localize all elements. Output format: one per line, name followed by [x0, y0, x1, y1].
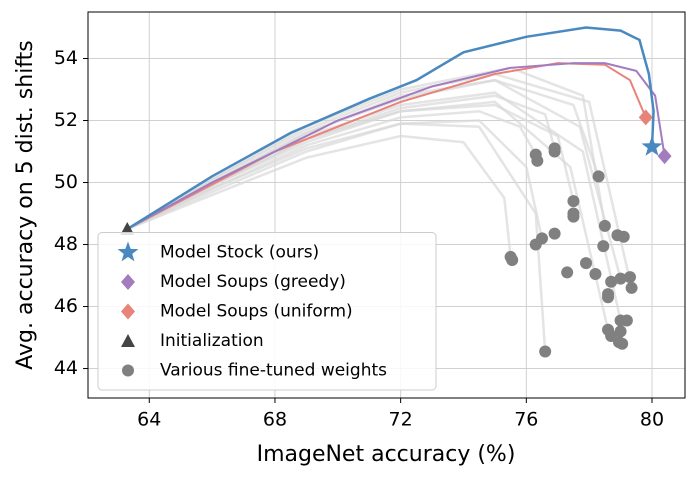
plot-area [120, 26, 672, 358]
trajectory-line [126, 134, 512, 258]
point [625, 281, 638, 294]
series-line [126, 62, 666, 230]
y-tick-label: 48 [54, 233, 78, 255]
y-tick-label: 44 [54, 357, 78, 379]
point [120, 222, 135, 236]
y-axis-label: Avg. accuracy on 5 dist. shifts [13, 40, 38, 369]
x-tick-label: 68 [263, 409, 287, 431]
point [580, 257, 593, 270]
series-line [126, 26, 655, 231]
point [548, 227, 561, 240]
x-tick-label: 80 [640, 409, 664, 431]
trajectory-line [126, 72, 633, 289]
point [614, 325, 627, 338]
plot-frame [87, 11, 686, 399]
legend-label: Various fine-tuned weights [160, 361, 387, 381]
point [529, 238, 542, 251]
point [616, 337, 629, 350]
point [657, 148, 672, 165]
y-tick-label: 50 [54, 171, 78, 193]
point [567, 195, 580, 208]
point [561, 266, 574, 279]
legend: Model Stock (ours) Model Soups (greedy) Mo… [97, 232, 437, 391]
point [602, 291, 615, 304]
point [597, 240, 610, 253]
point [539, 345, 552, 358]
point [614, 272, 627, 285]
point [620, 314, 633, 327]
x-tick-label: 64 [137, 409, 161, 431]
legend-label: Initialization [160, 331, 264, 351]
point [531, 154, 544, 167]
y-tick-label: 46 [54, 295, 78, 317]
trajectory-line [126, 122, 547, 352]
legend-marker [121, 334, 135, 347]
legend-marker [121, 303, 135, 320]
legend-marker [117, 241, 139, 262]
point [624, 271, 637, 284]
point [592, 170, 605, 183]
point [598, 219, 611, 232]
point [589, 267, 602, 280]
point [605, 275, 618, 288]
legend-label: Model Stock (ours) [160, 243, 319, 263]
legend-label: Model Soups (uniform) [160, 302, 353, 322]
legend-box [97, 232, 437, 391]
point [641, 135, 663, 156]
point [617, 230, 630, 243]
y-tick-label: 52 [54, 109, 78, 131]
point [638, 109, 653, 126]
legend-marker [121, 274, 135, 290]
legend-marker [122, 364, 134, 377]
x-axis-label: ImageNet accuracy (%) [257, 442, 516, 467]
point [506, 254, 519, 267]
y-tick-label: 54 [54, 47, 78, 69]
legend-label: Model Soups (greedy) [160, 272, 346, 292]
point [548, 145, 561, 158]
point [567, 210, 580, 223]
series-line [126, 62, 647, 230]
x-tick-label: 76 [514, 409, 538, 431]
x-tick-label: 72 [389, 409, 413, 431]
